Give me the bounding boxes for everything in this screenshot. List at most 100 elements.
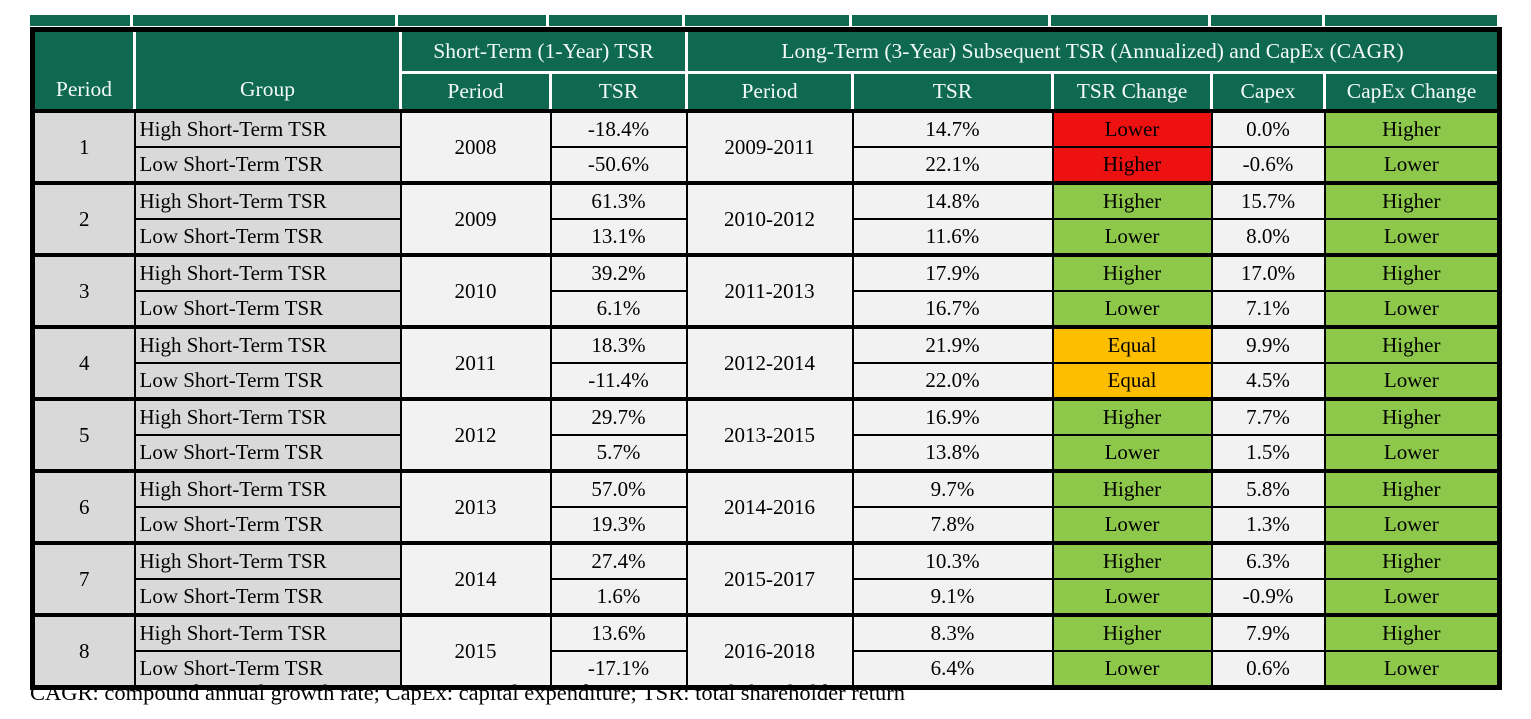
tsr-change-cell: Higher xyxy=(1051,181,1213,220)
capex-cell: 6.3% xyxy=(1210,541,1326,580)
tsr-change-cell: Lower xyxy=(1051,290,1213,328)
table-row-high: 7 High Short-Term TSR 2014 27.4% 2015-2017 10… xyxy=(31,541,1501,616)
col-header-st-tsr: TSR xyxy=(548,71,689,113)
long-term-tsr-cell: 9.7% xyxy=(851,469,1054,508)
table-row-high: 3 High Short-Term TSR 2010 39.2% 2011-2013 17… xyxy=(31,253,1501,328)
capex-cell: 9.9% xyxy=(1210,325,1326,364)
long-term-tsr-cell: 8.3% xyxy=(851,613,1054,652)
table-header: Period Group Short-Term (1-Year) TSR Lon… xyxy=(31,28,1502,113)
short-term-tsr-cell: 57.0% xyxy=(549,469,688,508)
capex-cell: 15.7% xyxy=(1210,181,1326,220)
strip-segment xyxy=(397,15,546,26)
short-term-period-cell: 2009 xyxy=(399,181,552,256)
tsr-change-cell: Lower xyxy=(1051,109,1213,148)
long-term-period-cell: 2015-2017 xyxy=(685,541,854,616)
table-row-low: Low Short-Term TSR 1.6% 9.1% Lower -0.9% Lowe… xyxy=(33,578,1501,616)
short-term-tsr-cell: 39.2% xyxy=(549,253,688,292)
strip-segment xyxy=(1051,15,1208,26)
period-number-cell: 2 xyxy=(31,181,136,256)
period-number-cell: 5 xyxy=(31,397,136,472)
group-cell: Low Short-Term TSR xyxy=(133,578,402,616)
short-term-tsr-cell: 13.1% xyxy=(549,218,688,256)
capex-cell: 1.5% xyxy=(1210,434,1326,472)
long-term-period-cell: 2010-2012 xyxy=(685,181,854,256)
table-row-low: Low Short-Term TSR -50.6% 22.1% Higher -0.6%… xyxy=(33,146,1501,184)
short-term-tsr-cell: 29.7% xyxy=(549,397,688,436)
short-term-tsr-cell: 6.1% xyxy=(549,290,688,328)
short-term-period-cell: 2015 xyxy=(399,613,552,689)
capex-cell: 7.7% xyxy=(1210,397,1326,436)
table-row-high: 8 High Short-Term TSR 2015 13.6% 2016-2018 8.… xyxy=(31,613,1501,689)
capex-cell: 0.6% xyxy=(1210,650,1326,689)
short-term-tsr-cell: 1.6% xyxy=(549,578,688,616)
group-cell: High Short-Term TSR xyxy=(133,613,402,652)
col-header-group: Group xyxy=(133,28,402,113)
long-term-period-cell: 2012-2014 xyxy=(685,325,854,400)
short-term-tsr-cell: 5.7% xyxy=(549,434,688,472)
col-header-capex-change: CapEx Change xyxy=(1323,71,1502,113)
strip-segment xyxy=(30,15,131,26)
group-cell: Low Short-Term TSR xyxy=(133,650,402,689)
col-header-capex: Capex xyxy=(1210,71,1327,113)
group-cell: High Short-Term TSR xyxy=(133,325,402,364)
capex-cell: 7.9% xyxy=(1210,613,1326,652)
tsr-change-cell: Lower xyxy=(1051,506,1213,544)
long-term-period-cell: 2013-2015 xyxy=(685,397,854,472)
long-term-tsr-cell: 7.8% xyxy=(851,506,1054,544)
capex-cell: 17.0% xyxy=(1210,253,1326,292)
capex-change-cell: Lower xyxy=(1323,578,1501,616)
long-term-tsr-cell: 17.9% xyxy=(851,253,1054,292)
capex-cell: 1.3% xyxy=(1210,506,1326,544)
table-row-low: Low Short-Term TSR 13.1% 11.6% Lower 8.0% Low… xyxy=(33,218,1501,256)
strip-segment xyxy=(133,15,395,26)
short-term-period-cell: 2010 xyxy=(399,253,552,328)
short-term-period-cell: 2012 xyxy=(399,397,552,472)
group-header-long-term: Long-Term (3-Year) Subsequent TSR (Annua… xyxy=(685,28,1502,74)
long-term-tsr-cell: 11.6% xyxy=(851,218,1054,256)
table-body: 1 High Short-Term TSR 2008 -18.4% 2009-2011 1… xyxy=(31,109,1501,689)
long-term-tsr-cell: 9.1% xyxy=(851,578,1054,616)
capex-change-cell: Lower xyxy=(1323,218,1501,256)
long-term-tsr-cell: 16.9% xyxy=(851,397,1054,436)
tsr-change-cell: Higher xyxy=(1051,613,1213,652)
cut-off-row-strip xyxy=(30,15,1498,26)
long-term-tsr-cell: 16.7% xyxy=(851,290,1054,328)
capex-cell: 0.0% xyxy=(1210,109,1326,148)
period-number-cell: 4 xyxy=(31,325,136,400)
long-term-period-cell: 2011-2013 xyxy=(685,253,854,328)
tsr-change-cell: Higher xyxy=(1051,253,1213,292)
capex-change-cell: Higher xyxy=(1323,109,1501,148)
long-term-tsr-cell: 14.8% xyxy=(851,181,1054,220)
group-cell: High Short-Term TSR xyxy=(133,181,402,220)
group-cell: Low Short-Term TSR xyxy=(133,506,402,544)
group-cell: High Short-Term TSR xyxy=(133,469,402,508)
capex-change-cell: Lower xyxy=(1323,506,1501,544)
long-term-tsr-cell: 10.3% xyxy=(851,541,1054,580)
table-row-low: Low Short-Term TSR 6.1% 16.7% Lower 7.1% Lowe… xyxy=(33,290,1501,328)
short-term-period-cell: 2014 xyxy=(399,541,552,616)
long-term-period-cell: 2014-2016 xyxy=(685,469,854,544)
col-header-tsr-change: TSR Change xyxy=(1051,71,1214,113)
short-term-tsr-cell: 27.4% xyxy=(549,541,688,580)
strip-segment xyxy=(685,15,849,26)
col-header-lt-period: Period xyxy=(685,71,855,113)
capex-change-cell: Lower xyxy=(1323,146,1501,184)
short-term-tsr-cell: 61.3% xyxy=(549,181,688,220)
long-term-tsr-cell: 13.8% xyxy=(851,434,1054,472)
group-cell: Low Short-Term TSR xyxy=(133,218,402,256)
tsr-capex-table: Period Group Short-Term (1-Year) TSR Lon… xyxy=(30,27,1503,690)
strip-segment xyxy=(1210,15,1322,26)
strip-segment xyxy=(851,15,1049,26)
capex-cell: 8.0% xyxy=(1210,218,1326,256)
period-number-cell: 3 xyxy=(31,253,136,328)
table-row-high: 2 High Short-Term TSR 2009 61.3% 2010-2012 14… xyxy=(31,181,1501,256)
capex-cell: -0.9% xyxy=(1210,578,1326,616)
long-term-tsr-cell: 6.4% xyxy=(851,650,1054,689)
col-header-st-period: Period xyxy=(399,71,552,113)
tsr-change-cell: Lower xyxy=(1051,650,1213,689)
capex-change-cell: Higher xyxy=(1323,613,1501,652)
long-term-period-cell: 2009-2011 xyxy=(685,109,854,184)
capex-change-cell: Higher xyxy=(1323,541,1501,580)
capex-change-cell: Lower xyxy=(1323,362,1501,400)
